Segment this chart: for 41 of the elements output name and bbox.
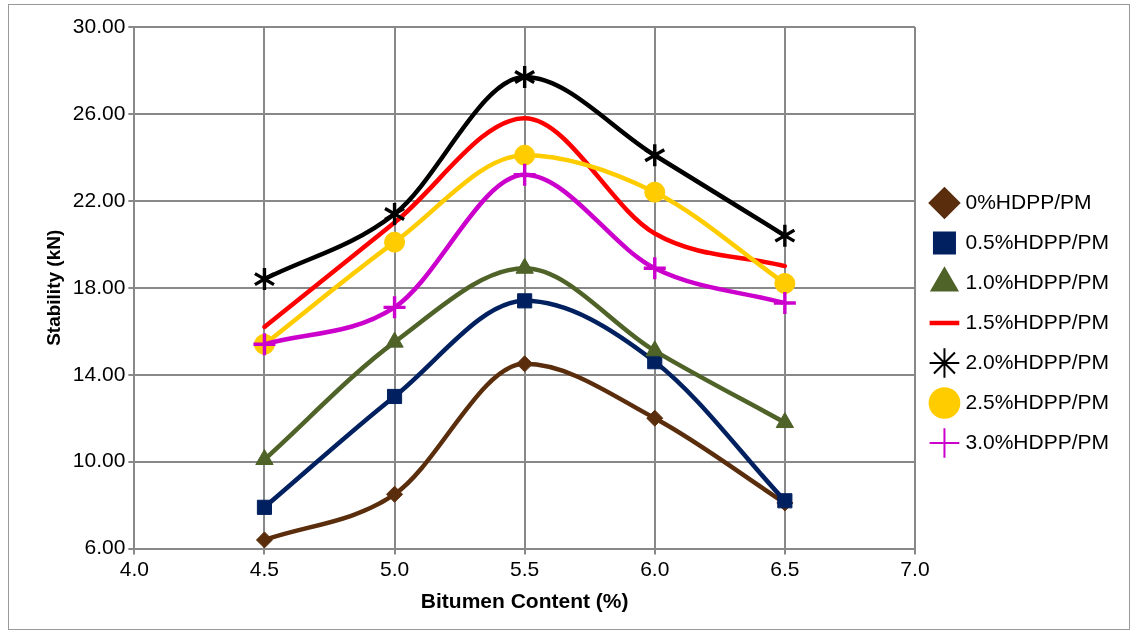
legend-label: 2.5%HDPP/PM	[965, 389, 1109, 413]
legend-label: 3.0%HDPP/PM	[965, 429, 1109, 453]
y-tick-label: 6.00	[84, 535, 126, 559]
x-axis-title: Bitumen Content (%)	[420, 589, 629, 613]
line-series	[262, 116, 788, 330]
point	[774, 224, 796, 247]
point	[646, 409, 664, 427]
y-axis-title: Stability (kN)	[42, 229, 64, 346]
point	[384, 231, 406, 253]
point	[514, 144, 536, 166]
point	[255, 531, 273, 549]
y-tick-label: 10.00	[72, 448, 126, 472]
legend-label: 1.0%HDPP/PM	[965, 269, 1109, 293]
legend-label: 0%HDPP/PM	[965, 189, 1092, 213]
legend-label: 1.5%HDPP/PM	[965, 309, 1109, 333]
y-tick-label: 26.00	[72, 100, 126, 124]
point	[514, 65, 536, 88]
y-tick-label: 30.00	[72, 13, 126, 37]
point	[254, 268, 275, 291]
y-tick-label: 18.00	[72, 274, 126, 298]
x-tick-label: 5.0	[379, 557, 410, 580]
x-tick-label: 7.0	[900, 557, 930, 580]
point	[517, 293, 533, 309]
y-tick-label: 22.00	[72, 187, 126, 211]
point	[384, 202, 405, 225]
legend-label: 0.5%HDPP/PM	[965, 229, 1109, 253]
point	[775, 412, 795, 429]
point	[256, 499, 273, 515]
x-tick-label: 6.0	[640, 557, 670, 580]
point	[773, 292, 796, 315]
x-tick-label: 4.5	[249, 557, 280, 580]
point	[644, 181, 666, 203]
x-tick-label: 6.5	[770, 557, 800, 580]
point	[386, 388, 403, 405]
x-tick-label: 4.0	[119, 557, 149, 580]
legend-label: 2.0%HDPP/PM	[965, 349, 1109, 373]
point	[386, 485, 404, 503]
y-tick-label: 14.00	[72, 361, 126, 385]
point	[774, 272, 796, 294]
x-tick-label: 5.5	[510, 557, 540, 580]
point	[644, 144, 666, 167]
